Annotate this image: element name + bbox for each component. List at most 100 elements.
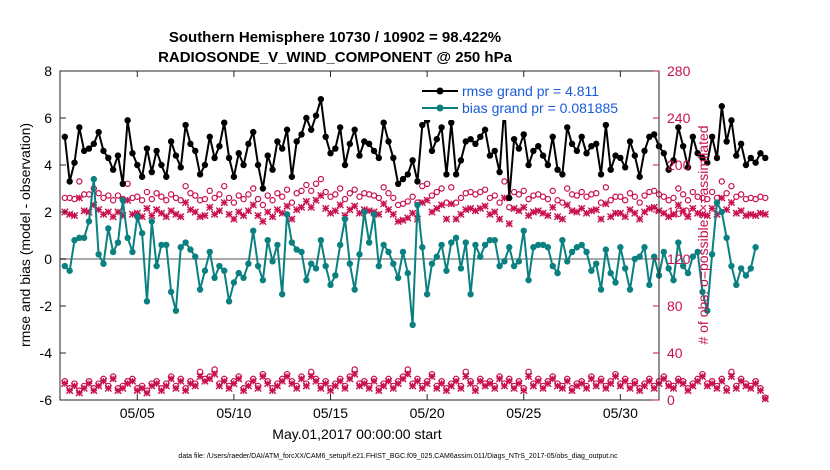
obs-possible-point — [332, 191, 339, 198]
bias-data-point — [100, 260, 107, 267]
obs-assimilated-point — [249, 201, 257, 209]
obs-possible-point — [298, 187, 305, 195]
y-axis-label-right: # of obs: o=possible; ×=assimilated — [695, 125, 711, 344]
obs-low-assimilated-point — [563, 377, 571, 385]
bias-data-point — [264, 237, 271, 244]
bias-data-point — [327, 281, 334, 289]
obs-possible-point — [423, 180, 431, 187]
y-tick-label-right: 120 — [667, 251, 691, 267]
obs-assimilated-point — [230, 215, 238, 223]
obs-low-assimilated-point — [587, 375, 596, 383]
obs-possible-point — [472, 191, 479, 198]
obs-possible-point — [254, 195, 262, 203]
bias-data-point — [549, 262, 556, 270]
obs-possible-point — [245, 191, 252, 198]
bias-data-point — [520, 227, 527, 234]
obs-possible-point — [187, 189, 194, 197]
bias-data-point — [380, 241, 387, 249]
obs-possible-point — [684, 197, 692, 204]
rmse-data-point — [119, 180, 126, 187]
obs-possible-point — [336, 185, 344, 192]
bias-data-point — [399, 248, 407, 256]
rmse-data-point — [356, 152, 363, 159]
bias-data-point — [554, 269, 561, 277]
bias-data-point — [80, 234, 88, 242]
rmse-data-point — [660, 150, 668, 157]
obs-assimilated-point — [437, 201, 446, 209]
rmse-data-point — [138, 173, 146, 180]
y-tick-label-right: 80 — [667, 298, 683, 314]
bias-data-point — [448, 239, 455, 246]
obs-low-assimilated-point — [727, 372, 736, 381]
obs-low-assimilated-point — [491, 384, 499, 392]
bias-data-point — [269, 258, 276, 265]
rmse-data-point — [670, 157, 677, 164]
obs-possible-point — [206, 187, 213, 195]
bias-data-point — [670, 276, 677, 284]
rmse-data-point — [240, 161, 247, 169]
bias-data-point — [167, 288, 175, 296]
rmse-data-point — [177, 164, 184, 171]
obs-low-assimilated-point — [616, 382, 625, 390]
obs-assimilated-point — [220, 198, 228, 207]
obs-low-assimilated-point — [283, 372, 291, 381]
y-tick-label-left: -2 — [40, 298, 53, 314]
obs-low-assimilated-point — [423, 379, 431, 388]
bias-data-point — [573, 244, 581, 251]
legend-rmse-label: rmse grand pr = 4.811 — [462, 83, 599, 99]
obs-possible-point — [312, 180, 320, 187]
x-axis-label: May.01,2017 00:00:00 start — [272, 426, 442, 442]
obs-low-assimilated-point — [660, 375, 668, 383]
obs-possible-point — [501, 178, 508, 185]
bias-data-point — [336, 241, 344, 249]
rmse-data-point — [708, 133, 716, 140]
rmse-data-point — [66, 178, 73, 185]
obs-possible-point — [264, 192, 271, 199]
bias-data-point — [612, 279, 619, 286]
rmse-data-point — [399, 175, 407, 183]
bias-data-point — [742, 272, 750, 279]
rmse-data-point — [201, 161, 209, 169]
rmse-data-point — [679, 143, 687, 150]
bias-data-point — [158, 241, 165, 249]
obs-low-assimilated-point — [515, 379, 523, 388]
rmse-data-point — [250, 128, 257, 136]
obs-low-assimilated-point — [321, 379, 330, 388]
obs-possible-point — [259, 201, 267, 209]
bias-data-point — [129, 248, 136, 256]
bias-data-point — [578, 241, 585, 249]
obs-possible-point — [303, 181, 310, 189]
legend-box — [418, 78, 630, 120]
obs-possible-point — [327, 193, 334, 200]
rmse-data-point — [742, 161, 750, 169]
obs-possible-point — [293, 189, 300, 197]
bias-data-point — [230, 279, 238, 286]
rmse-data-point — [182, 121, 189, 129]
obs-low-assimilated-point — [254, 384, 262, 392]
rmse-data-point — [530, 147, 537, 155]
obs-possible-point — [105, 192, 112, 199]
obs-low-assimilated-point — [109, 375, 117, 383]
bias-data-point — [679, 262, 687, 270]
bias-data-point — [283, 211, 291, 218]
obs-low-assimilated-point — [370, 377, 378, 385]
bias-data-point — [61, 262, 69, 270]
rmse-data-point — [192, 147, 199, 155]
bias-data-point — [109, 248, 117, 256]
obs-low-assimilated-point — [582, 384, 591, 392]
obs-assimilated-point — [602, 200, 610, 208]
bias-data-point — [332, 272, 339, 279]
bias-data-point — [245, 260, 252, 267]
rmse-data-point — [593, 140, 600, 148]
obs-possible-point — [409, 193, 416, 200]
obs-low-assimilated-point — [264, 379, 272, 388]
rmse-data-point — [477, 133, 484, 140]
bias-data-point — [85, 218, 93, 225]
rmse-data-point — [206, 133, 213, 140]
obs-low-assimilated-point — [70, 382, 79, 390]
obs-possible-point — [76, 178, 83, 185]
obs-assimilated-point — [177, 213, 185, 221]
obs-low-assimilated-point — [259, 372, 267, 381]
obs-possible-point — [554, 197, 561, 204]
obs-low-assimilated-point — [645, 377, 654, 385]
